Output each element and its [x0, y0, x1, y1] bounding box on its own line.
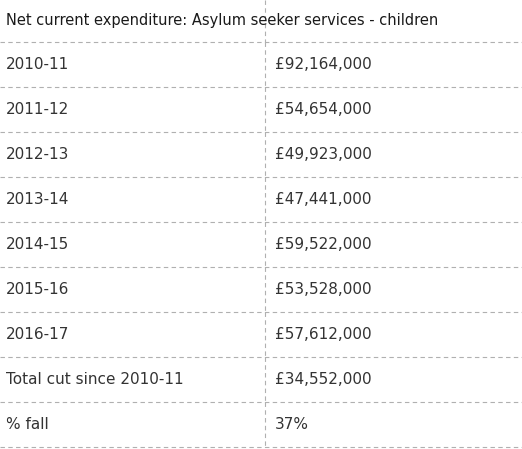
Text: % fall: % fall: [6, 417, 49, 432]
Text: £92,164,000: £92,164,000: [275, 57, 372, 72]
Text: Net current expenditure: Asylum seeker services - children: Net current expenditure: Asylum seeker s…: [6, 13, 438, 28]
Text: Total cut since 2010-11: Total cut since 2010-11: [6, 372, 184, 387]
Text: 2015-16: 2015-16: [6, 282, 69, 297]
Text: 37%: 37%: [275, 417, 309, 432]
Text: 2013-14: 2013-14: [6, 192, 69, 207]
Text: £53,528,000: £53,528,000: [275, 282, 372, 297]
Text: £47,441,000: £47,441,000: [275, 192, 372, 207]
Text: £34,552,000: £34,552,000: [275, 372, 372, 387]
Text: 2014-15: 2014-15: [6, 237, 69, 252]
Text: 2011-12: 2011-12: [6, 102, 69, 117]
Text: £49,923,000: £49,923,000: [275, 147, 372, 162]
Text: 2012-13: 2012-13: [6, 147, 69, 162]
Text: 2016-17: 2016-17: [6, 327, 69, 342]
Text: £57,612,000: £57,612,000: [275, 327, 372, 342]
Text: £59,522,000: £59,522,000: [275, 237, 372, 252]
Text: 2010-11: 2010-11: [6, 57, 69, 72]
Text: £54,654,000: £54,654,000: [275, 102, 372, 117]
